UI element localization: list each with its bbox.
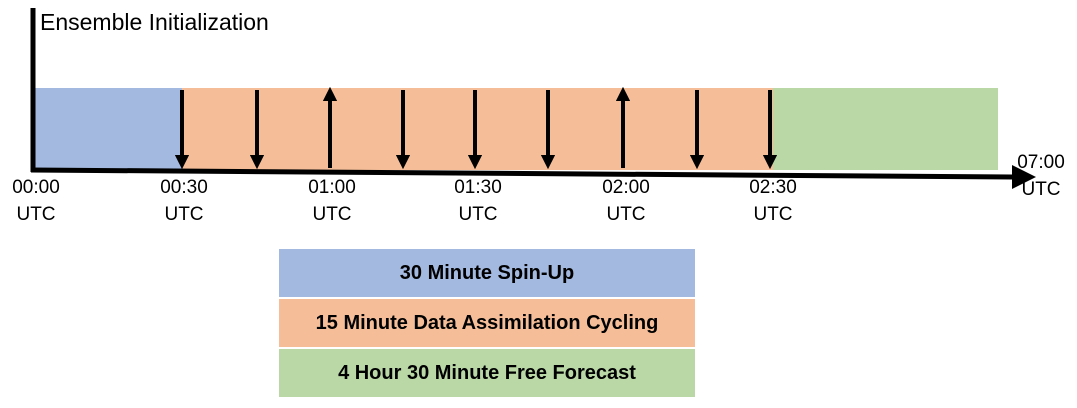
tick-label-0230: 02:30 UTC (749, 177, 797, 225)
svg-text:UTC: UTC (606, 204, 645, 225)
svg-text:01:00: 01:00 (308, 177, 356, 198)
svg-text:02:30: 02:30 (749, 177, 797, 198)
cycling-band (182, 88, 773, 170)
svg-text:02:00: 02:00 (602, 177, 650, 198)
tick-label-0200: 02:00 UTC (602, 177, 650, 225)
forecast-band (773, 88, 998, 170)
time-axis (30, 167, 1013, 180)
svg-text:07:00: 07:00 (1017, 152, 1065, 173)
tick-label-0100: 01:00 UTC (308, 177, 356, 225)
tick-label-0030: 00:30 UTC (160, 177, 208, 225)
legend-item-spinup: 30 Minute Spin-Up (279, 249, 695, 297)
svg-text:UTC: UTC (16, 204, 55, 225)
tick-label-0700: 07:00 UTC (1017, 152, 1065, 200)
svg-text:00:30: 00:30 (160, 177, 208, 198)
legend-item-cycling: 15 Minute Data Assimilation Cycling (279, 299, 695, 347)
svg-text:01:30: 01:30 (454, 177, 502, 198)
tick-label-0000: 00:00 UTC (12, 177, 60, 225)
svg-text:00:00: 00:00 (12, 177, 60, 198)
spinup-band (34, 88, 182, 170)
legend: 30 Minute Spin-Up 15 Minute Data Assimil… (279, 249, 695, 399)
time-axis-arrowhead (1012, 165, 1036, 189)
legend-item-forecast: 4 Hour 30 Minute Free Forecast (279, 349, 695, 397)
svg-text:UTC: UTC (1021, 179, 1060, 200)
svg-text:UTC: UTC (312, 204, 351, 225)
tick-label-0130: 01:30 UTC (454, 177, 502, 225)
diagram-title: Ensemble Initialization (40, 9, 269, 35)
svg-text:UTC: UTC (164, 204, 203, 225)
svg-text:UTC: UTC (753, 204, 792, 225)
svg-text:UTC: UTC (458, 204, 497, 225)
